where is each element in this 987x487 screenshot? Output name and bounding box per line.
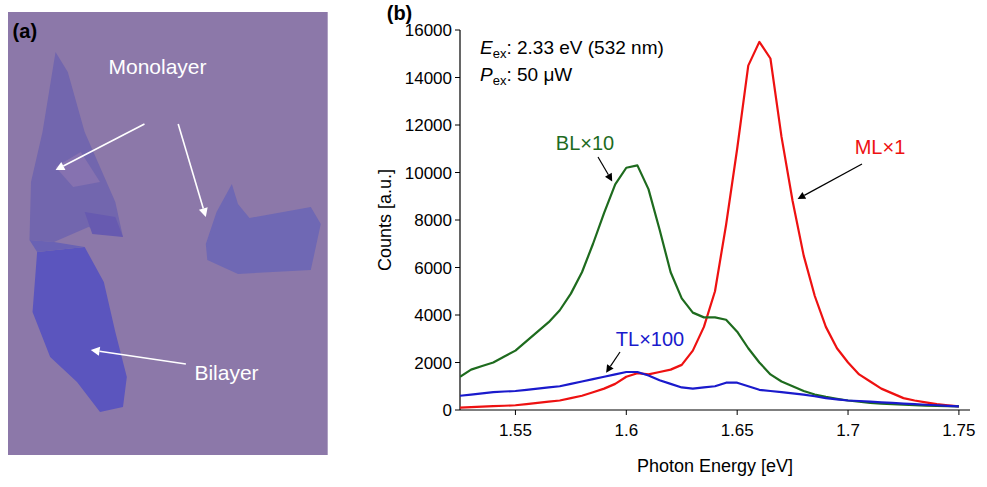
annotation-subscript: ex [493,73,507,88]
series-line [460,372,959,406]
y-tick-label: 0 [443,401,452,420]
image-arrow [91,347,186,364]
y-tick-label: 12000 [405,116,452,135]
label-arrow-head [798,192,807,199]
annotation-subscript: ex [493,46,507,61]
flake-monolayer [29,52,123,242]
annotation: Eex: 2.33 eV (532 nm) [480,37,664,61]
flake-join [29,240,84,252]
substrate [8,12,328,455]
image-arrow-head [56,162,66,170]
annotation-symbol: E [480,37,493,58]
annotation-symbol: P [480,64,493,85]
annotation-text: : 2.33 eV (532 nm) [506,37,663,58]
y-tick-label: 2000 [414,354,452,373]
label-arrow-head [606,364,613,372]
image-arrow-head [91,347,100,356]
x-tick [737,410,738,415]
image-arrow-head [199,207,208,217]
label-arrow [598,157,612,181]
series-label: BL×10 [556,132,614,154]
y-tick [455,410,460,411]
image-label: Bilayer [194,361,258,384]
y-tick [455,267,460,268]
x-axis [460,409,970,410]
y-tick-label: 14000 [405,69,452,88]
flake-gap [56,152,100,187]
flake-bilayer [33,247,127,412]
y-tick [455,362,460,363]
label-arrow-shaft [804,164,862,195]
annotation-text: : 50 μW [506,64,572,85]
x-tick-label: 1.65 [721,421,754,440]
image-label: Monolayer [108,55,206,78]
y-tick [455,77,460,78]
x-tick [626,410,627,415]
y-tick [455,172,460,173]
label-arrow [798,164,862,199]
y-tick-label: 10000 [405,164,452,183]
image-arrow-shaft [100,351,186,364]
x-tick [515,410,516,415]
panel-label: (a) [13,20,37,42]
y-tick-label: 6000 [414,259,452,278]
series-label: TL×100 [616,328,684,350]
flake-edge [85,212,123,237]
y-tick [455,125,460,126]
image-arrow-shaft [63,124,144,166]
label-arrow-shaft [598,157,608,175]
y-tick [455,30,460,31]
label-arrow-head [605,173,612,182]
y-tick [455,315,460,316]
y-tick-label: 4000 [414,306,452,325]
panel-b: 02000400060008000100001200014000160001.5… [375,2,976,476]
image-arrow [178,124,207,217]
y-axis [459,30,460,410]
annotation: Pex: 50 μW [480,64,572,88]
x-tick [958,410,959,415]
y-tick [455,220,460,221]
y-axis-title: Counts [a.u.] [375,169,395,271]
series-line [460,165,959,406]
series-line [460,42,959,408]
image-arrow [56,124,145,170]
x-tick-label: 1.75 [942,421,975,440]
label-arrow-shaft [610,352,620,366]
figure: 02000400060008000100001200014000160001.5… [0,0,987,487]
flake-monolayer [206,184,321,274]
y-tick-label: 8000 [414,211,452,230]
lines [460,42,959,408]
x-tick [848,410,849,415]
panel-a: (a) Monolayer Bilayer [8,12,328,455]
image-arrow-shaft [178,124,203,209]
label-arrow [606,352,620,373]
x-tick-label: 1.55 [499,421,532,440]
micrograph [8,12,328,455]
series-label: ML×1 [855,136,906,158]
x-tick-label: 1.7 [836,421,860,440]
x-axis-title: Photon Energy [eV] [637,456,793,476]
x-tick-label: 1.6 [614,421,638,440]
panel-label: (b) [387,2,413,24]
